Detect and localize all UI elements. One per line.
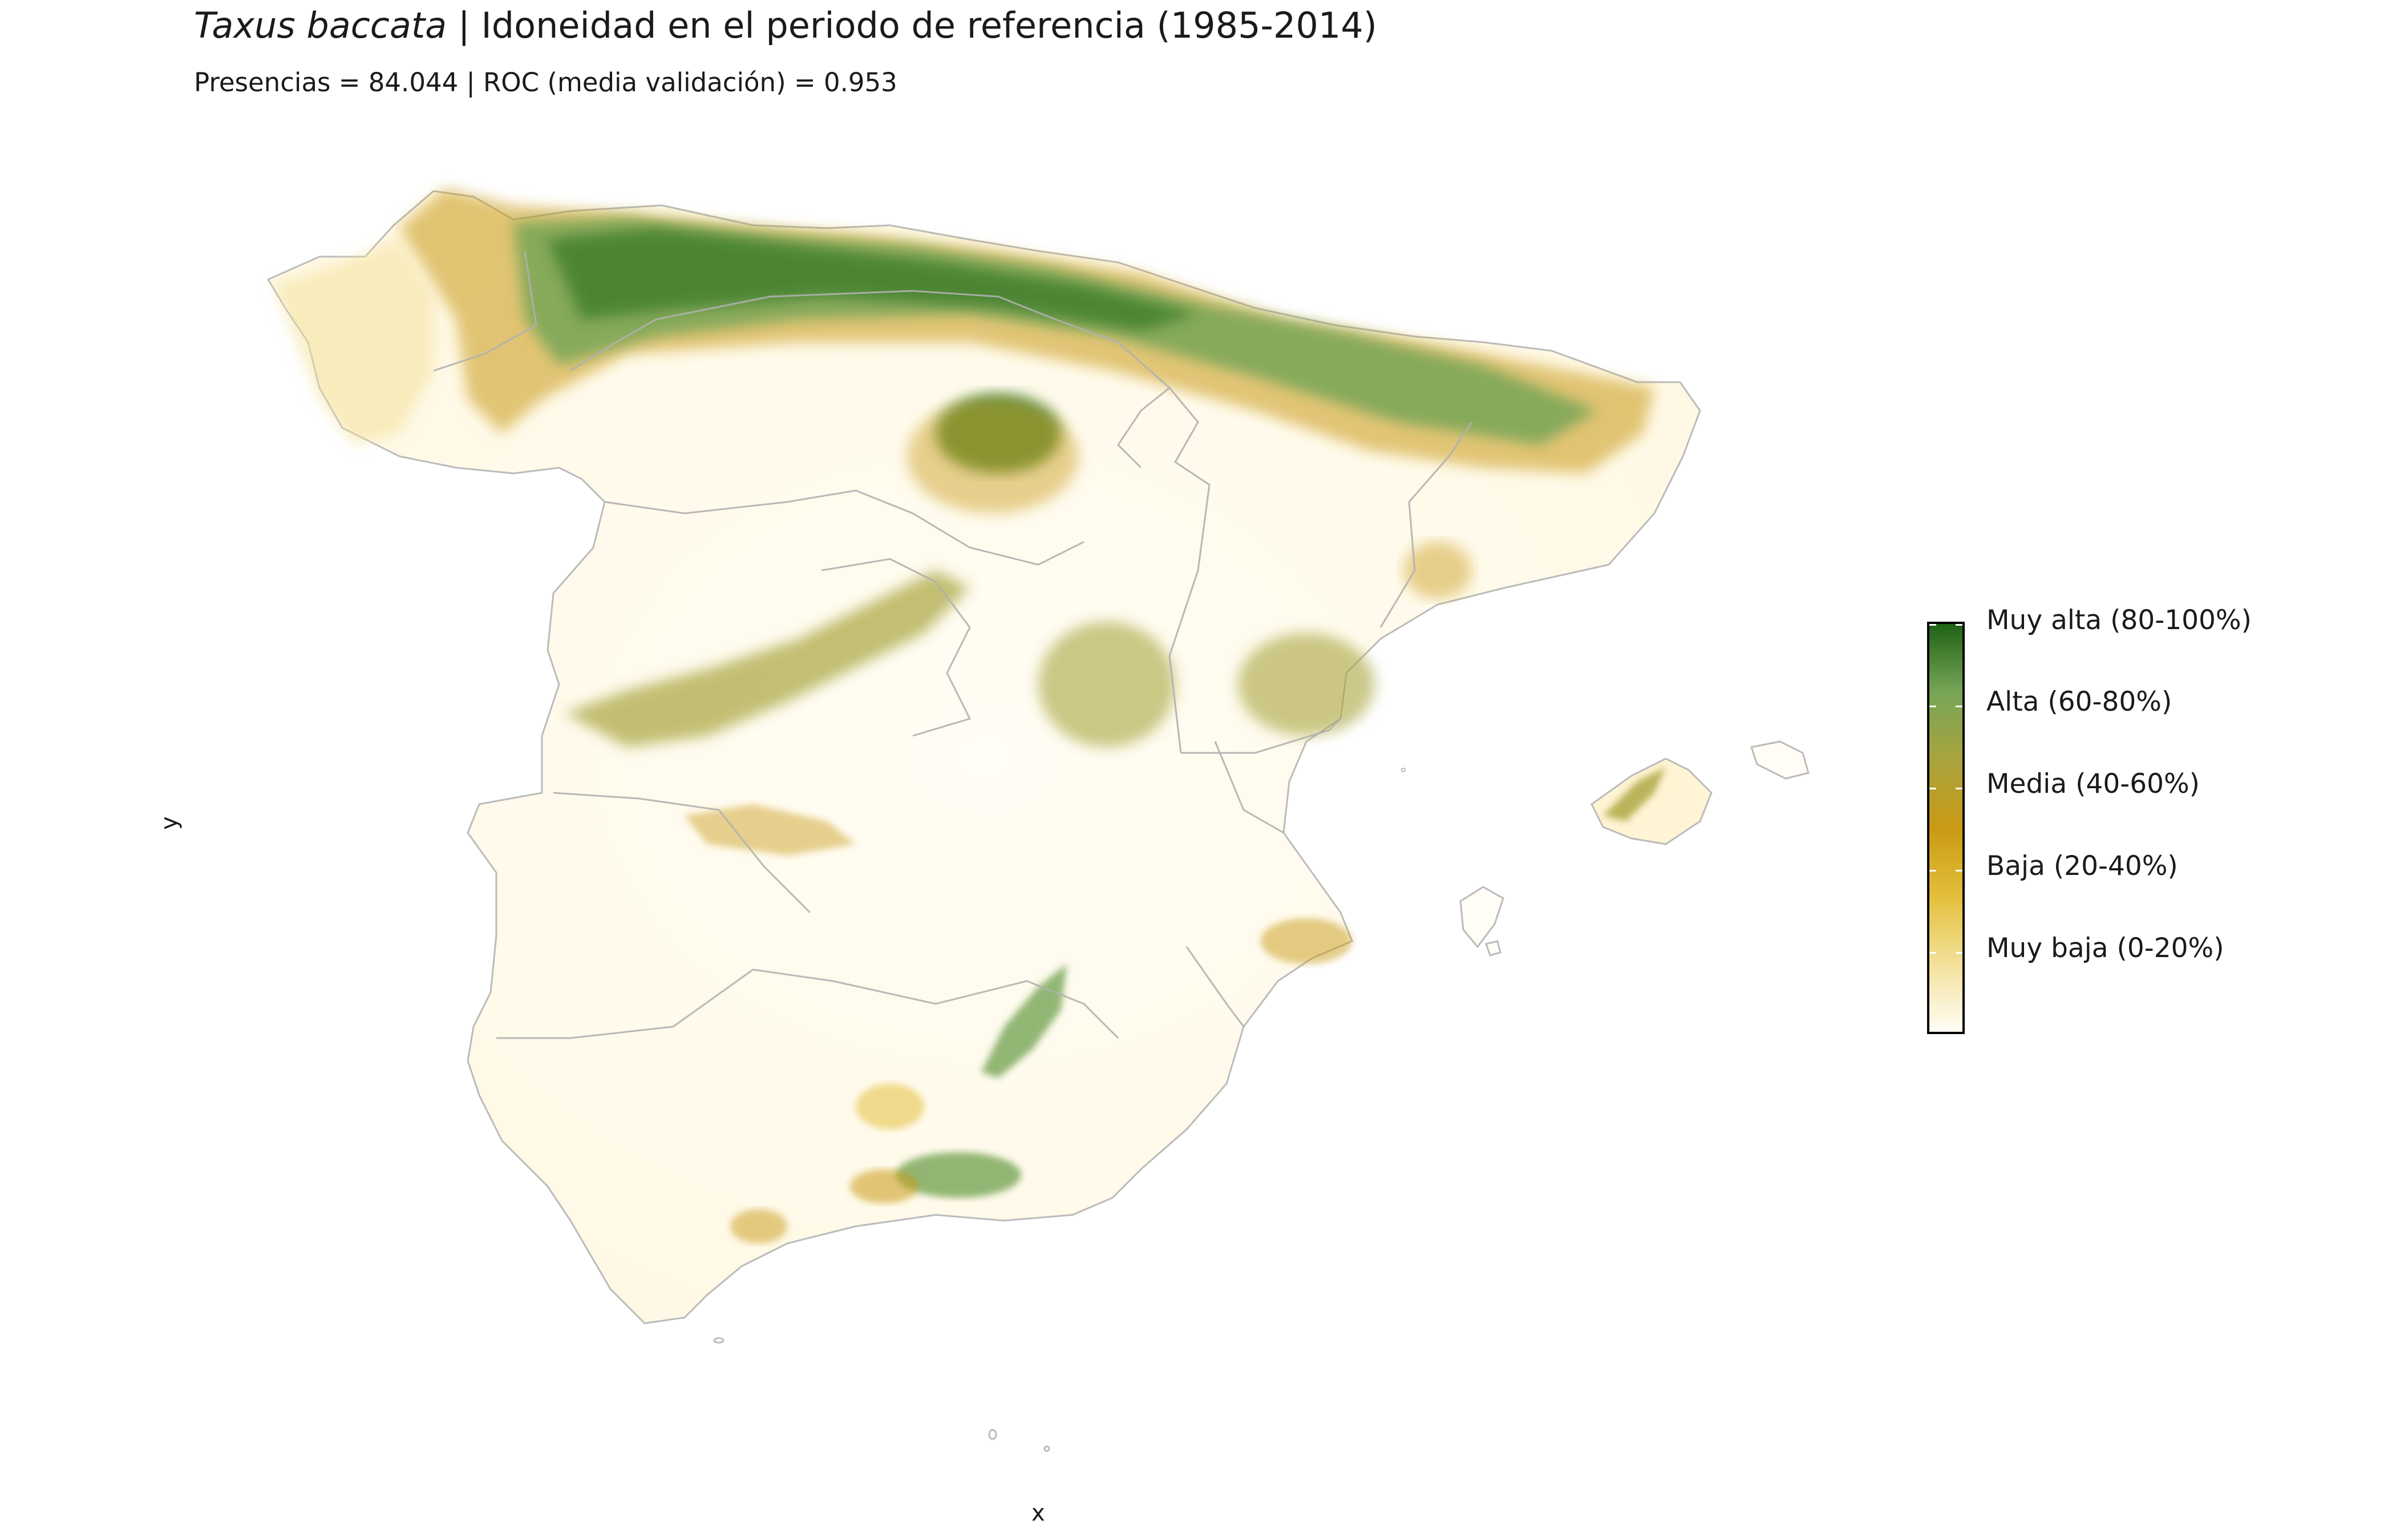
islet (713, 1337, 725, 1344)
legend-tick (1929, 788, 1936, 789)
mallorca (1590, 757, 1713, 845)
map-subtitle: Presencias = 84.044 | ROC (media validac… (194, 67, 897, 98)
y-axis-label: y (156, 816, 183, 830)
formentera (1485, 940, 1501, 957)
title-text: | Idoneidad en el periodo de referencia … (447, 5, 1377, 46)
legend-label: Alta (60-80%) (1986, 686, 2172, 718)
spain-mainland (266, 190, 1701, 1324)
legend-tick (1956, 870, 1962, 872)
legend-label: Baja (20-40%) (1986, 850, 2178, 882)
legend-label: Muy baja (0-20%) (1986, 933, 2224, 964)
legend-tick (1956, 788, 1962, 789)
menorca (1750, 740, 1810, 780)
legend-label: Muy alta (80-100%) (1986, 605, 2252, 636)
legend-label: Media (40-60%) (1986, 768, 2200, 800)
legend-tick (1929, 870, 1936, 872)
legend-tick (1956, 624, 1962, 626)
islet (1043, 1445, 1050, 1452)
islet (988, 1429, 997, 1440)
ibiza (1459, 886, 1504, 949)
region-boundaries (433, 250, 1473, 1039)
legend-tick (1956, 952, 1962, 954)
legend-tick (1929, 624, 1936, 626)
islet (1401, 768, 1406, 772)
legend-tick (1929, 706, 1936, 707)
map-title: Taxus baccata | Idoneidad en el periodo … (194, 5, 1377, 46)
legend-colorbar (1927, 622, 1965, 1034)
legend-tick (1929, 952, 1936, 954)
legend-tick (1956, 706, 1962, 707)
x-axis-label: x (1031, 1500, 1045, 1526)
species-name: Taxus baccata (194, 5, 447, 46)
suitability-areas (274, 188, 1666, 1243)
